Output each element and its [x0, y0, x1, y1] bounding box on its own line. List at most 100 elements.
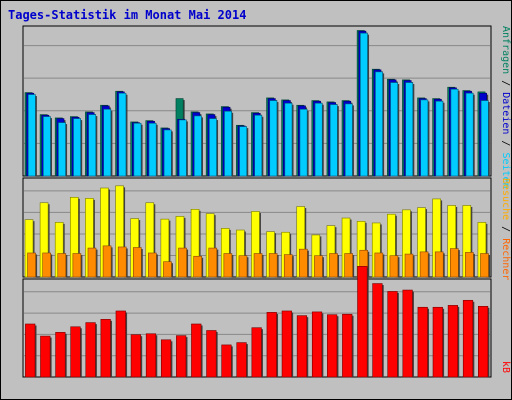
bar-seiten-day-3: [58, 122, 66, 177]
bar-seiten-day-7: [118, 92, 127, 177]
bar-kb-day-21: [327, 314, 338, 378]
bar-seiten-day-27: [420, 99, 429, 177]
bar-kb-day-2: [40, 335, 51, 378]
legend-middle: Besuche / Rechner: [500, 178, 511, 280]
bar-rechner-day-22: [344, 253, 353, 278]
bar-seiten-day-11: [178, 119, 187, 177]
bar-seiten-day-21: [329, 104, 338, 177]
bar-seiten-day-5: [88, 114, 97, 177]
bar-rechner-day-21: [329, 253, 338, 278]
bar-seiten-day-6: [103, 108, 112, 177]
bar-rechner-day-24: [374, 252, 384, 278]
bar-seiten-day-15: [239, 126, 248, 177]
bar-rechner-day-30: [465, 252, 474, 278]
bar-kb-day-7: [115, 310, 126, 378]
bar-rechner-day-31: [480, 253, 489, 278]
bar-seiten-day-14: [224, 110, 232, 177]
bar-kb-day-16: [251, 327, 262, 378]
legend-item-besuche: Besuche: [500, 178, 511, 220]
bar-kb-day-20: [311, 311, 323, 378]
bar-seiten-day-29: [450, 88, 459, 177]
bar-seiten-day-9: [148, 122, 157, 177]
legend-item-anfragen: Anfragen: [500, 26, 511, 74]
bar-kb-day-13: [206, 330, 217, 378]
bar-rechner-day-11: [178, 247, 187, 278]
bar-kb-day-25: [387, 291, 398, 378]
bar-kb-day-9: [145, 333, 157, 378]
bar-rechner-day-27: [419, 251, 429, 278]
bar-rechner-day-5: [87, 247, 97, 278]
bar-rechner-day-1: [27, 252, 36, 278]
bar-kb-day-19: [296, 315, 308, 378]
bar-seiten-day-22: [344, 103, 353, 177]
bar-rechner-day-6: [102, 245, 112, 278]
bar-seiten-day-23: [360, 32, 368, 177]
bar-kb-day-29: [447, 305, 459, 378]
bar-seiten-day-13: [209, 118, 217, 177]
legend-item-kb: kB: [500, 361, 511, 373]
bar-seiten-day-10: [163, 129, 172, 177]
bar-rechner-day-2: [42, 252, 51, 278]
bar-rechner-day-7: [117, 246, 127, 278]
bar-kb-day-30: [462, 299, 474, 378]
bar-kb-day-6: [100, 319, 111, 378]
bar-seiten-day-26: [405, 82, 414, 177]
bar-kb-day-28: [432, 306, 443, 378]
bar-kb-day-31: [478, 306, 489, 378]
bar-seiten-day-28: [435, 100, 444, 177]
legend-item-seiten: Seiten: [500, 152, 511, 188]
bar-kb-day-4: [70, 326, 81, 378]
bar-kb-day-1: [25, 323, 36, 378]
bar-rechner-day-15: [238, 255, 248, 278]
legend-bottom: kB: [500, 361, 511, 373]
bar-kb-day-11: [176, 335, 187, 378]
bar-kb-day-14: [221, 344, 232, 378]
bar-kb-day-18: [281, 310, 292, 378]
bar-rechner-day-12: [193, 255, 202, 278]
bar-seiten-day-4: [73, 118, 81, 177]
bar-kb-day-26: [402, 289, 413, 378]
bar-kb-day-12: [191, 323, 202, 378]
legend-item-rechner: Rechner: [500, 238, 511, 280]
bar-kb-day-10: [160, 339, 172, 378]
bar-rechner-day-4: [72, 253, 82, 278]
bar-seiten-day-19: [299, 108, 308, 177]
bar-seiten-day-30: [465, 92, 474, 177]
bar-seiten-day-8: [133, 122, 142, 177]
bar-seiten-day-24: [375, 71, 383, 177]
bar-kb-day-22: [342, 313, 353, 378]
bar-rechner-day-14: [223, 253, 233, 278]
bar-rechner-day-26: [404, 253, 414, 278]
bar-rechner-day-28: [434, 251, 444, 278]
bar-kb-day-17: [266, 312, 277, 378]
bar-seiten-day-1: [27, 94, 36, 177]
bar-rechner-day-17: [268, 253, 278, 278]
bar-rechner-day-20: [314, 255, 323, 278]
bar-kb-day-27: [417, 306, 428, 378]
chart-title: Tages-Statistik im Monat Mai 2014: [8, 8, 247, 22]
bar-rechner-day-13: [208, 247, 218, 278]
bar-seiten-day-18: [284, 102, 293, 177]
bar-rechner-day-10: [163, 261, 172, 278]
bar-seiten-day-25: [390, 82, 399, 177]
bar-seiten-day-16: [254, 114, 263, 177]
bar-kb-day-24: [372, 283, 383, 378]
legend-separator: /: [500, 134, 511, 152]
legend-separator: /: [500, 220, 511, 238]
bar-rechner-day-19: [299, 248, 308, 278]
bar-rechner-day-16: [253, 253, 263, 278]
bar-rechner-day-25: [389, 255, 399, 278]
bar-kb-day-3: [55, 332, 66, 378]
bar-rechner-day-18: [283, 254, 293, 278]
bar-rechner-day-9: [148, 252, 157, 278]
bar-rechner-day-3: [57, 253, 67, 278]
bar-kb-day-23: [357, 266, 368, 378]
bar-kb-day-15: [236, 342, 247, 378]
bar-seiten-day-20: [314, 102, 323, 177]
legend-separator: /: [500, 74, 511, 92]
bar-rechner-day-29: [450, 248, 459, 278]
bar-seiten-day-12: [193, 115, 202, 177]
bar-kb-day-5: [85, 322, 96, 378]
bar-seiten-day-2: [42, 116, 51, 177]
